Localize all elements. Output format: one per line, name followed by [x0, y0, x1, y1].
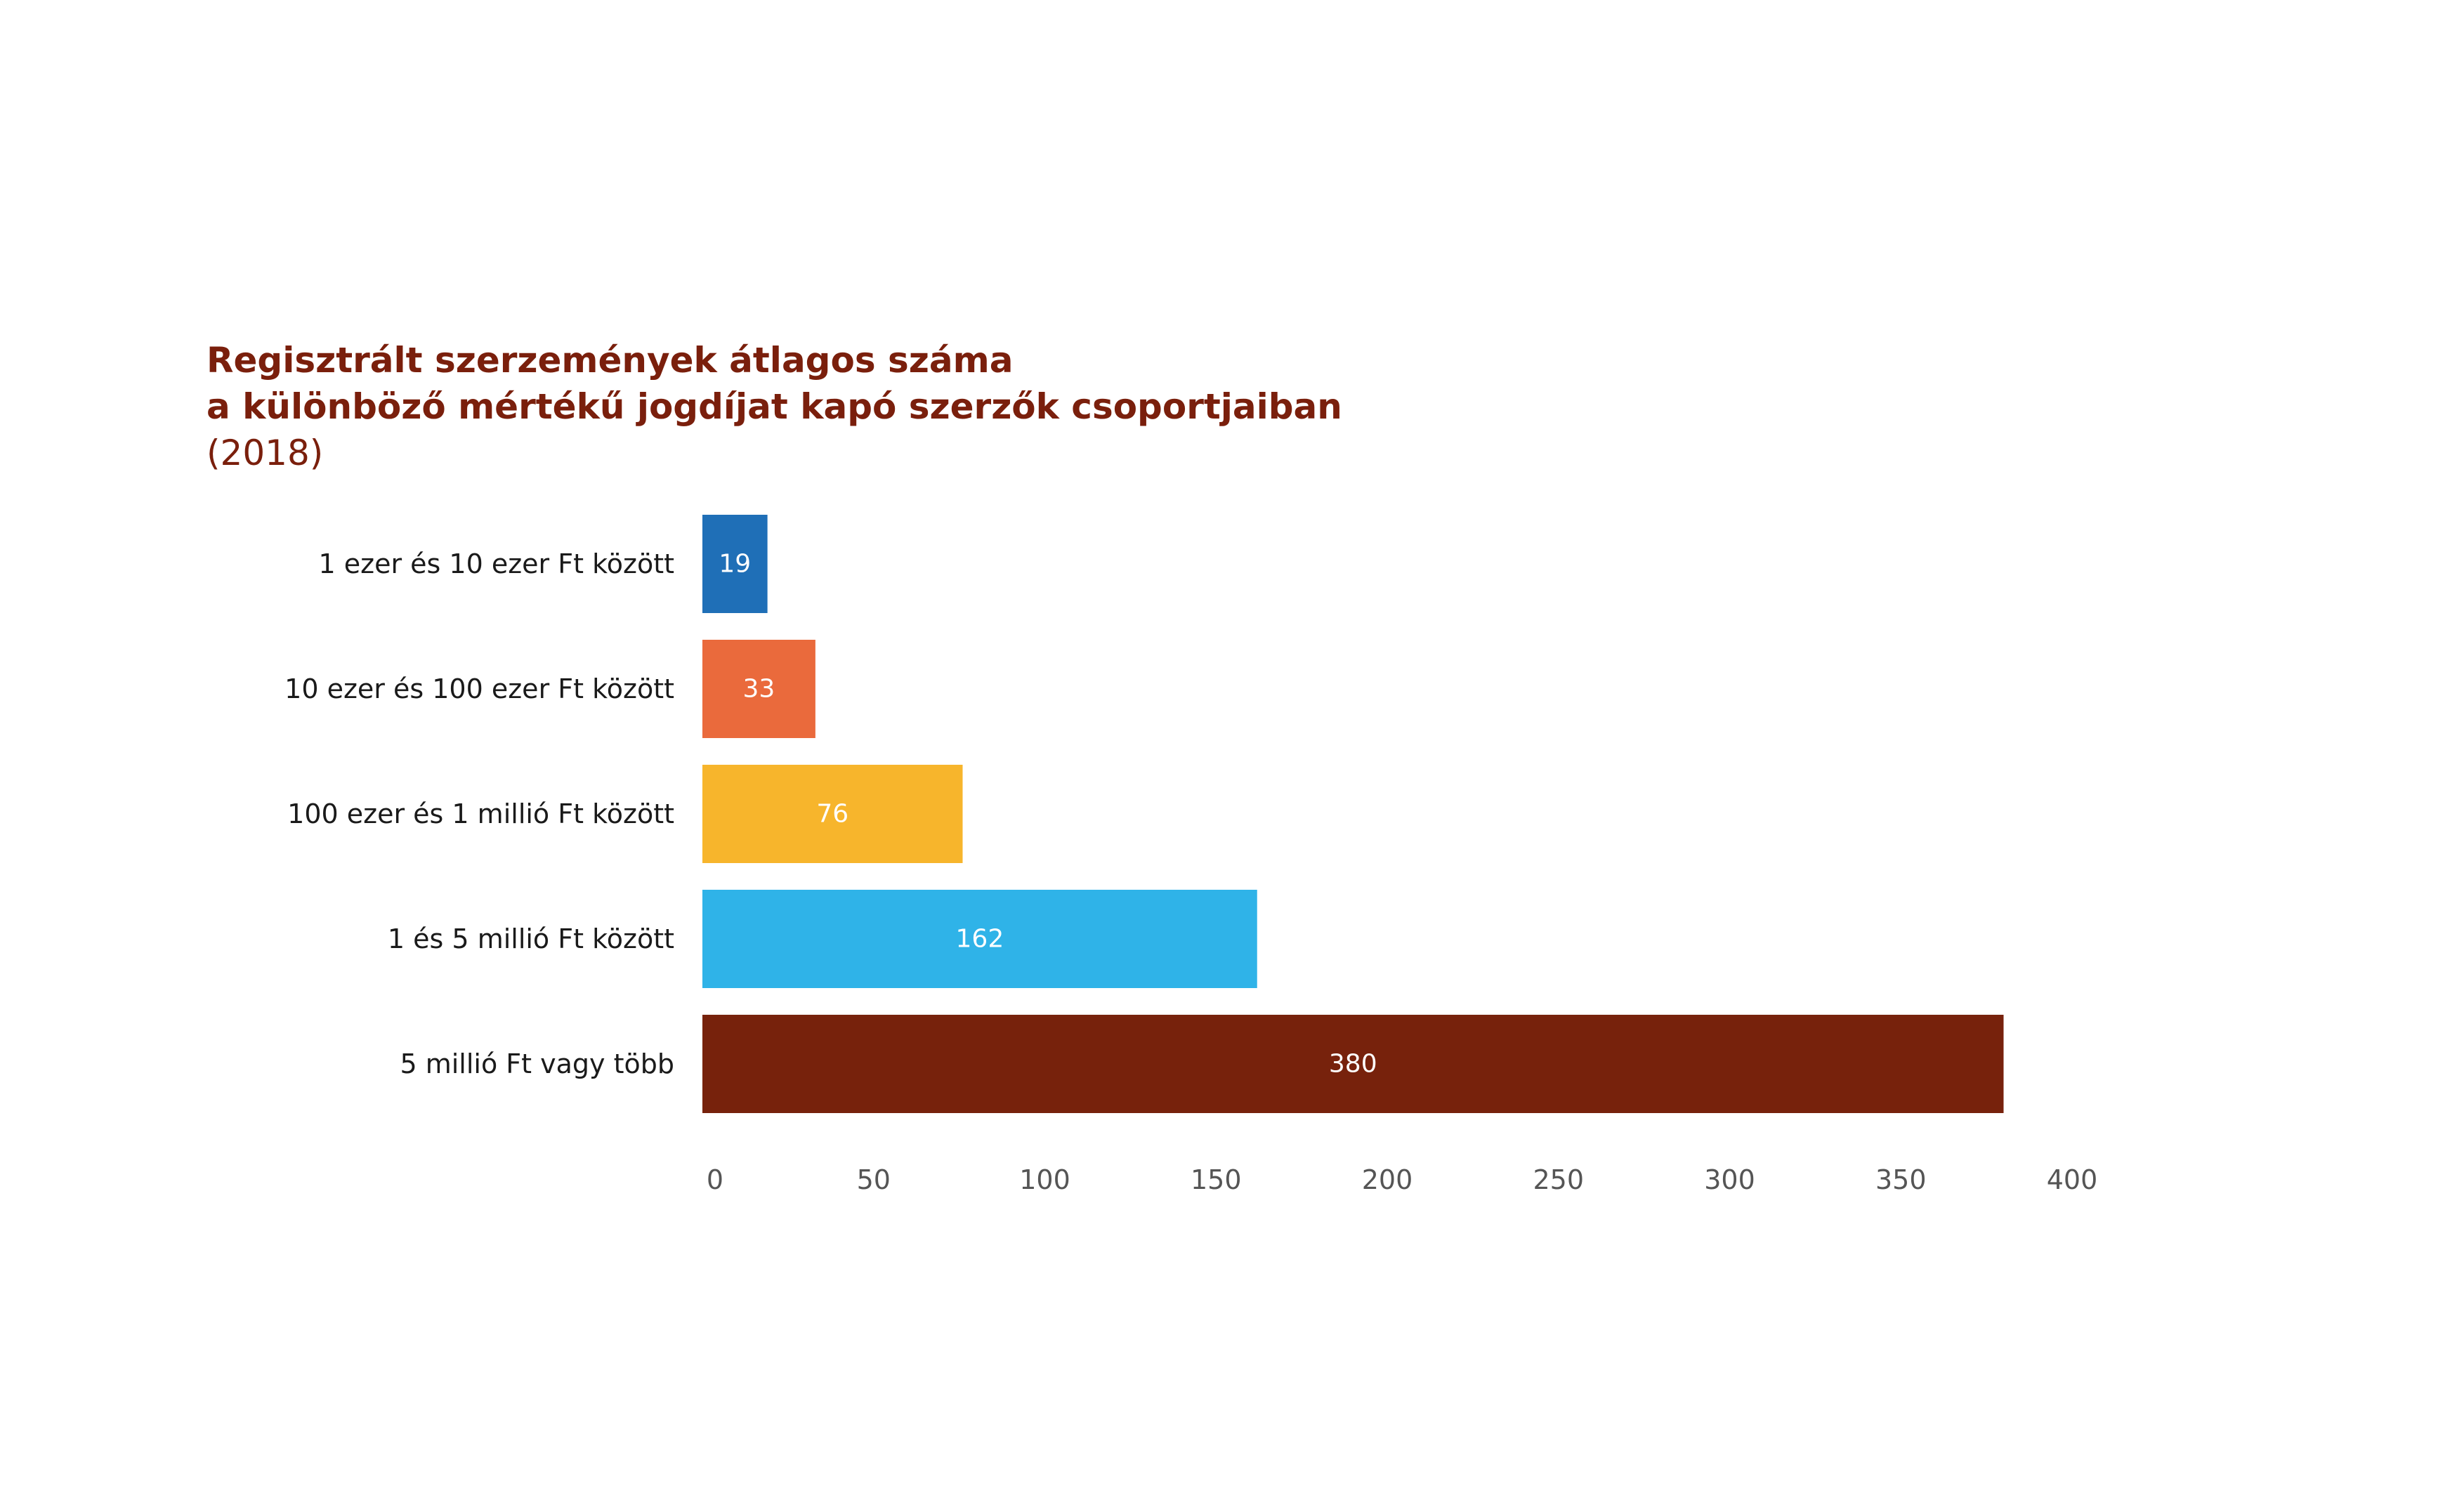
chart-title-line-2: a különböző mértékű jogdíjat kapó szerző…: [207, 386, 1342, 427]
category-label: 10 ezer és 100 ezer Ft között: [284, 673, 674, 704]
category-label: 100 ezer és 1 millió Ft között: [287, 798, 674, 829]
bar-value-label: 76: [816, 800, 848, 829]
value-labels: 19 33 76 162 380: [719, 550, 1377, 1079]
bar: [702, 640, 815, 738]
category-label: 1 és 5 millió Ft között: [388, 923, 674, 954]
x-tick-label: 350: [1875, 1164, 1927, 1195]
bar: [702, 890, 1257, 988]
x-tick-label: 300: [1704, 1164, 1755, 1195]
x-tick-label: 250: [1533, 1164, 1584, 1195]
x-tick-label: 50: [857, 1164, 891, 1195]
x-tick-label: 0: [707, 1164, 723, 1195]
category-label: 1 ezer és 10 ezer Ft között: [319, 548, 675, 579]
bar: [702, 515, 768, 613]
x-axis-ticks: 0 50 100 150 200 250 300 350 400: [707, 1164, 2097, 1195]
x-tick-label: 150: [1191, 1164, 1242, 1195]
x-tick-label: 200: [1362, 1164, 1413, 1195]
chart-title-block: Regisztrált szerzemények átlagos száma a…: [207, 337, 1342, 476]
category-labels: 1 ezer és 10 ezer Ft között 10 ezer és 10…: [284, 548, 674, 1079]
chart-title-line-1: Regisztrált szerzemények átlagos száma: [207, 340, 1014, 381]
bar-value-label: 33: [743, 675, 775, 704]
bars: [702, 515, 2004, 1113]
bar-value-label: 380: [1329, 1050, 1377, 1079]
chart-subtitle: (2018): [207, 433, 324, 473]
bar: [702, 1015, 2004, 1113]
x-tick-label: 100: [1019, 1164, 1070, 1195]
bar: [702, 765, 963, 863]
category-label: 5 millió Ft vagy több: [400, 1048, 674, 1079]
x-tick-label: 400: [2047, 1164, 2098, 1195]
bar-value-label: 19: [719, 550, 751, 579]
bar-value-label: 162: [956, 925, 1004, 954]
